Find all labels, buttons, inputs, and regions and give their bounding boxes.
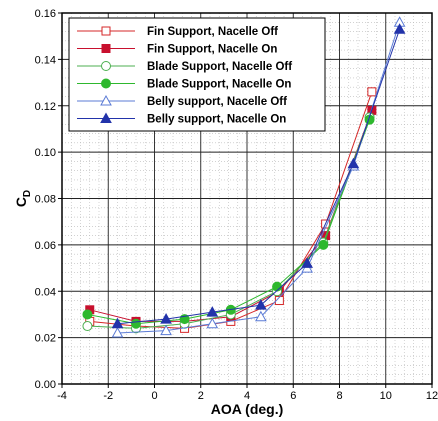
y-tick-label: 0.04: [35, 286, 56, 298]
legend-entry: Blade Support, Nacelle Off: [77, 61, 292, 73]
y-axis-title-subscript: D: [22, 190, 33, 197]
legend-marker: [100, 112, 112, 123]
data-point: [367, 87, 377, 97]
axis-ticks: -4 -2 0 2 4 6 8 10 12 0.00 0.02 0.04 0.06 0.08 0.10 0.1…: [35, 8, 438, 402]
x-tick-label: 4: [244, 390, 250, 402]
x-tick-label: -4: [57, 390, 67, 402]
x-tick-label: -2: [103, 390, 113, 402]
data-point: [393, 23, 406, 34]
data-point: [111, 326, 124, 338]
x-tick-label: 2: [198, 390, 204, 402]
data-point: [274, 296, 284, 306]
legend-entry: Belly support, Nacelle On: [77, 112, 286, 126]
data-point: [206, 317, 219, 329]
data-point: [255, 310, 267, 322]
legend-marker: [101, 61, 111, 71]
x-tick-label: 8: [336, 390, 342, 402]
y-tick-label: 0.02: [35, 333, 56, 345]
x-tick-label: 12: [426, 390, 438, 402]
y-tick-label: 0.00: [35, 379, 56, 391]
y-tick-label: 0.08: [35, 194, 56, 206]
legend-marker: [100, 94, 112, 106]
data-point: [131, 318, 141, 329]
legend-label: Blade Support, Nacelle On: [147, 79, 291, 91]
legend-label: Belly support, Nacelle On: [147, 114, 286, 126]
series-layer: [82, 16, 406, 338]
legend-entry: Blade Support, Nacelle On: [77, 78, 291, 91]
data-point: [301, 257, 313, 268]
data-point: [160, 313, 172, 324]
legend-marker: [101, 78, 111, 89]
data-point: [206, 306, 219, 317]
x-axis-title: AOA (deg.): [211, 401, 284, 417]
x-tick-label: 0: [151, 390, 157, 402]
legend-marker: [101, 26, 111, 36]
y-tick-label: 0.10: [35, 147, 56, 159]
legend-entry: Belly support, Nacelle Off: [77, 94, 287, 108]
legend-entry: Fin Support, Nacelle Off: [77, 26, 278, 38]
data-point: [160, 324, 172, 336]
y-axis-title: CD: [13, 190, 33, 207]
data-point: [318, 239, 329, 250]
legend-box: [68, 17, 326, 132]
legend-entry: Fin Support, Nacelle On: [77, 44, 277, 56]
y-tick-label: 0.16: [35, 8, 56, 20]
legend: Fin Support, Nacelle Off Fin Support, Nac…: [68, 17, 326, 132]
data-point: [82, 321, 93, 332]
y-tick-label: 0.06: [35, 240, 56, 252]
y-axis-title-main: C: [13, 197, 29, 207]
y-tick-label: 0.14: [35, 54, 56, 66]
legend-label: Belly support, Nacelle Off: [147, 96, 287, 108]
legend-label: Fin Support, Nacelle On: [147, 44, 277, 56]
data-point: [347, 157, 360, 169]
series-6: [111, 23, 406, 329]
data-point: [82, 309, 93, 320]
legend-marker: [101, 44, 111, 53]
x-tick-label: 6: [290, 390, 296, 402]
legend-label: Fin Support, Nacelle Off: [147, 26, 278, 38]
data-point: [255, 299, 267, 310]
data-point: [111, 317, 124, 329]
y-tick-label: 0.12: [35, 101, 56, 113]
legend-label: Blade Support, Nacelle Off: [147, 61, 292, 73]
x-tick-label: 10: [380, 390, 392, 402]
data-point: [272, 281, 283, 292]
